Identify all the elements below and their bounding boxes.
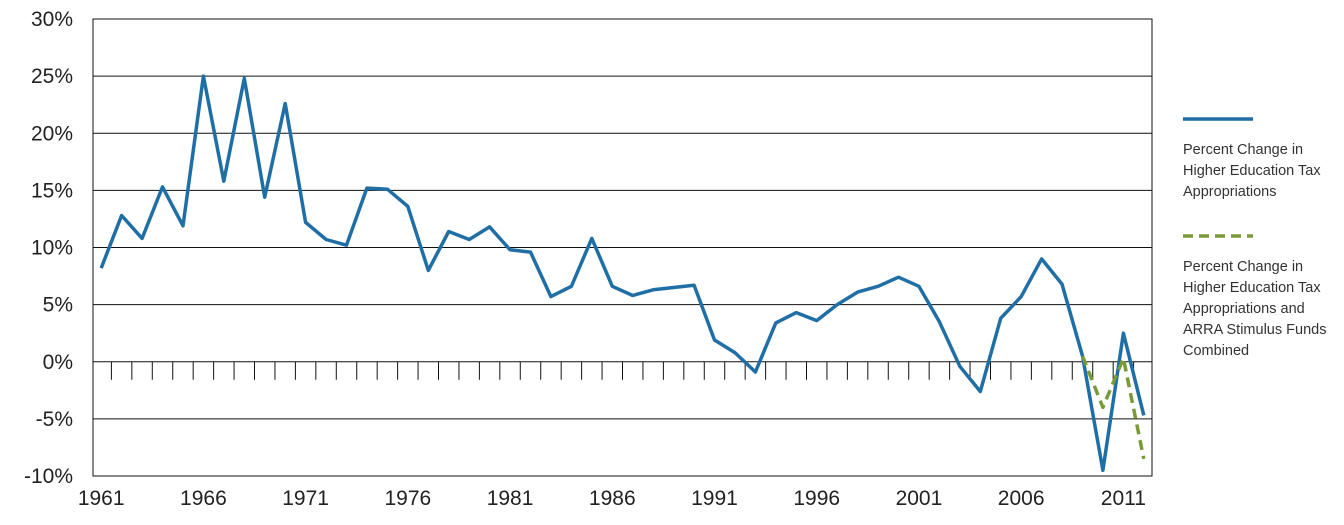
x-tick-label: 2006	[998, 487, 1045, 510]
x-tick-label: 1971	[282, 487, 329, 510]
x-tick-label: 1966	[180, 487, 227, 510]
legend-item: Percent Change in Higher Education Tax A…	[1183, 229, 1343, 362]
y-tick-label: 10%	[31, 237, 73, 260]
legend-swatch	[1183, 234, 1253, 238]
y-tick-label: -5%	[36, 408, 73, 431]
y-tick-label: 15%	[31, 179, 73, 202]
legend-swatch	[1183, 117, 1253, 121]
x-tick-label: 1976	[384, 487, 431, 510]
legend-item: Percent Change in Higher Education Tax A…	[1183, 112, 1343, 203]
chart: -10% -5% 0% 5% 10% 15% 20% 25% 30% 1961 1966 1971 19…	[24, 8, 1153, 510]
x-tick-label: 1981	[487, 487, 534, 510]
plot-frame	[92, 18, 1153, 477]
x-tick-label: 1996	[793, 487, 840, 510]
y-tick-label: 5%	[43, 294, 73, 317]
x-tick-label: 2001	[896, 487, 943, 510]
y-tick-label: -10%	[24, 465, 73, 488]
x-tick-label: 1961	[78, 487, 125, 510]
legend: Percent Change in Higher Education Tax A…	[1183, 112, 1343, 388]
legend-label: Percent Change in Higher Education Tax A…	[1183, 142, 1321, 200]
x-tick-label: 2011	[1101, 487, 1146, 510]
series-line	[1080, 355, 1146, 460]
y-tick-label: 0%	[43, 351, 73, 374]
series-line	[99, 74, 1146, 473]
legend-label: Percent Change in Higher Education Tax A…	[1183, 259, 1327, 359]
y-tick-label: 30%	[31, 8, 73, 31]
x-tick-label: 1991	[691, 487, 738, 510]
x-tick-label: 1986	[589, 487, 636, 510]
y-tick-label: 20%	[31, 122, 73, 145]
y-tick-label: 25%	[31, 65, 73, 88]
